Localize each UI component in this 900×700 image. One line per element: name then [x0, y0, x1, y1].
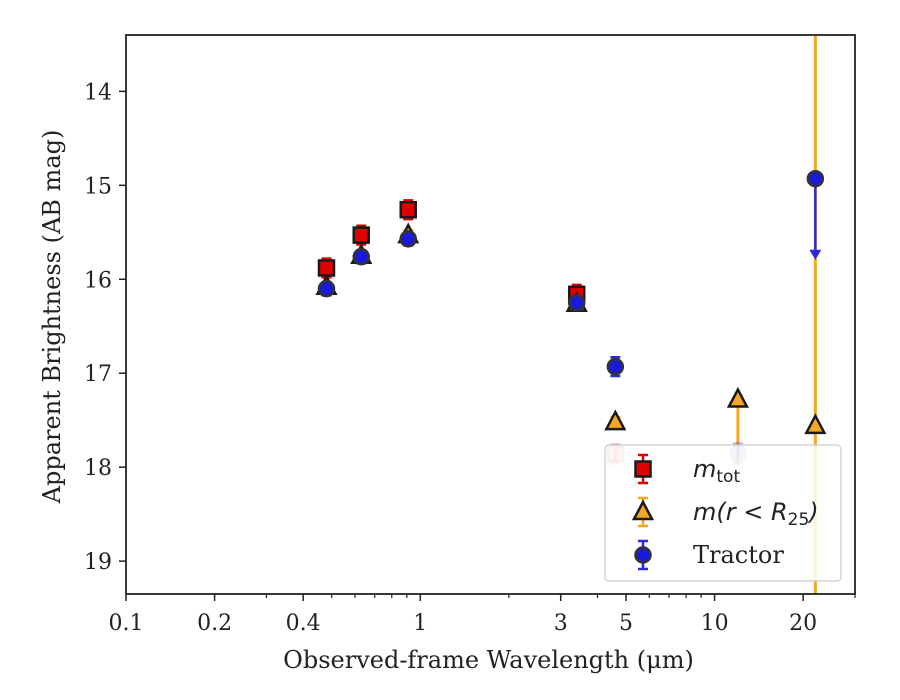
- point-circle-0: [317, 279, 336, 298]
- point-circle-2-shape: [399, 230, 417, 248]
- legend-marker-circle: [634, 546, 652, 564]
- point-circle-4-shape: [606, 357, 625, 376]
- point-circle-2: [399, 230, 417, 248]
- legend-marker-square-shape: [634, 460, 652, 478]
- point-circle-3: [567, 294, 586, 312]
- legend-marker-triangle: [631, 499, 655, 521]
- x-tick-label-5: 5: [619, 611, 633, 636]
- x-tick-label-1: 0.2: [197, 611, 232, 636]
- legend-label-square: mtot: [693, 455, 740, 487]
- series-circle: [317, 169, 825, 464]
- point-triangle-5: [726, 386, 749, 408]
- x-tick-label-3: 1: [413, 611, 427, 636]
- point-triangle-4-shape: [604, 409, 627, 431]
- point-triangle-6: [804, 413, 827, 435]
- point-triangle-4: [604, 409, 627, 431]
- point-square-0-shape: [317, 259, 336, 277]
- y-tick-label-5: 19: [84, 550, 112, 575]
- y-tick-label-2: 16: [84, 268, 112, 293]
- legend-label-circle: Tractor: [693, 541, 784, 569]
- point-triangle-5-shape: [726, 386, 749, 408]
- legend: mtot m(r < R25) Tractor: [604, 444, 842, 582]
- legend-box: [604, 444, 842, 582]
- point-circle-1-shape: [352, 247, 370, 266]
- point-circle-3-shape: [567, 294, 586, 312]
- x-axis-label: Observed-frame Wavelength (μm): [283, 646, 694, 674]
- series-square: [317, 199, 625, 465]
- point-circle-4: [606, 357, 625, 376]
- legend-entry-square: mtot: [634, 453, 740, 487]
- point-circle-1: [352, 247, 370, 266]
- point-square-0: [317, 259, 336, 277]
- point-circle-6-shape: [806, 169, 825, 188]
- legend-marker-square: [634, 460, 652, 478]
- x-tick-label-4: 3: [554, 611, 568, 636]
- legend-entry-circle: Tractor: [634, 539, 784, 571]
- y-axis-label: Apparent Brightness (AB mag): [38, 130, 66, 505]
- point-square-2: [399, 200, 417, 219]
- legend-label-triangle: m(r < R25): [693, 498, 819, 530]
- plot-frame: [125, 34, 856, 595]
- point-triangle-6-shape: [804, 413, 827, 435]
- x-tick-label-2: 0.4: [286, 611, 321, 636]
- axes-layer: 0.1 0.2 0.4 1 3 5 10 20 14 15 16 17 18 19 Observed-fra…: [38, 34, 856, 674]
- y-tick-label-4: 18: [84, 456, 112, 481]
- y-tick-label-3: 17: [84, 362, 112, 387]
- legend-marker-circle-shape: [634, 546, 652, 564]
- point-square-1-shape: [352, 226, 370, 244]
- point-square-2-shape: [399, 200, 417, 219]
- y-tick-label-0: 14: [84, 80, 112, 105]
- legend-entry-triangle: m(r < R25): [631, 496, 819, 530]
- point-circle-6: [806, 169, 825, 188]
- point-circle-0-shape: [317, 279, 336, 298]
- point-square-1: [352, 226, 370, 244]
- x-tick-label-0: 0.1: [109, 611, 144, 636]
- x-tick-label-6: 10: [701, 611, 729, 636]
- y-tick-label-1: 15: [84, 174, 112, 199]
- point-circle-6-limit-arrow-head: [809, 249, 822, 260]
- legend-marker-triangle-shape: [631, 499, 655, 521]
- x-tick-label-7: 20: [789, 611, 817, 636]
